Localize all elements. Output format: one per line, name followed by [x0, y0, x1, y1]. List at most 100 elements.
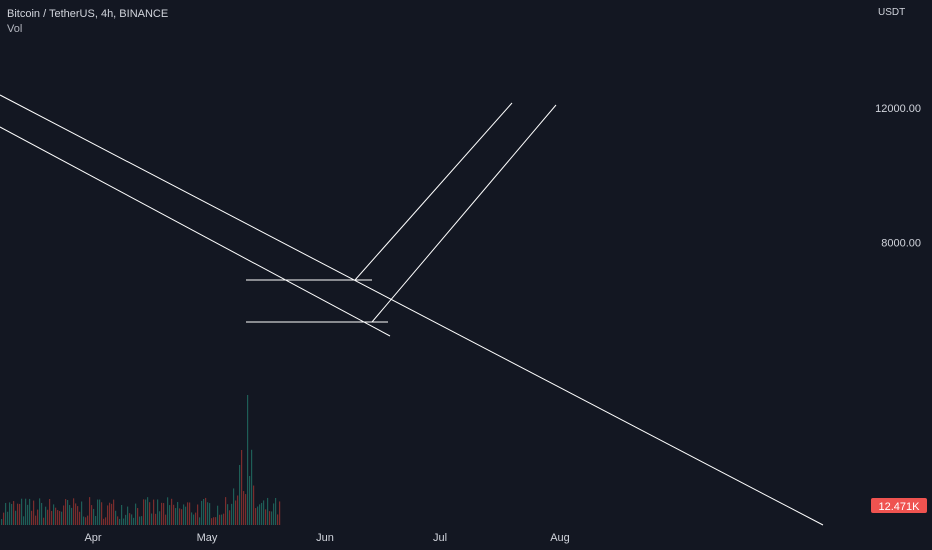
volume-bar	[195, 512, 197, 525]
volume-bar	[55, 507, 57, 525]
volume-bar	[183, 504, 185, 525]
volume-bar	[43, 517, 45, 525]
volume-bar	[115, 510, 117, 525]
volume-bar	[45, 506, 47, 525]
volume-bar	[249, 475, 251, 525]
volume-bar	[161, 502, 163, 525]
volume-bar	[265, 509, 267, 525]
volume-bar	[1, 518, 3, 525]
x-tick-label: Aug	[550, 532, 570, 544]
volume-bar	[207, 502, 209, 525]
volume-bar	[119, 518, 121, 525]
volume-bar	[41, 502, 43, 525]
volume-value-tag	[871, 498, 927, 513]
volume-bar	[275, 497, 277, 525]
volume-bar	[125, 514, 127, 525]
volume-bar	[279, 501, 281, 525]
volume-bar	[73, 498, 75, 525]
volume-bar	[137, 508, 139, 525]
volume-bar	[215, 517, 217, 525]
volume-bar	[257, 506, 259, 525]
volume-bar	[147, 497, 149, 525]
volume-bar	[117, 516, 119, 525]
volume-bar	[261, 502, 263, 525]
volume-bar	[221, 514, 223, 525]
x-tick-label: Apr	[84, 532, 101, 544]
volume-bar	[179, 508, 181, 525]
volume-bar	[111, 503, 113, 525]
volume-bar	[177, 502, 179, 525]
volume-bar	[103, 518, 105, 525]
volume-bar	[89, 497, 91, 525]
volume-bar	[159, 511, 161, 525]
volume-bar	[253, 485, 255, 525]
volume-bar	[223, 513, 225, 525]
volume-bar	[237, 495, 239, 525]
volume-bar	[105, 517, 107, 525]
volume-bar	[173, 504, 175, 525]
volume-bar	[189, 502, 191, 525]
volume-bar	[97, 499, 99, 525]
volume-bar	[123, 518, 125, 525]
volume-bar	[59, 510, 61, 525]
volume-bar	[267, 497, 269, 525]
volume-bar	[231, 503, 233, 525]
volume-bar	[155, 513, 157, 525]
y-tick-label: 12000.00	[875, 103, 921, 115]
price-unit-label: USDT	[878, 7, 906, 18]
volume-bar	[49, 499, 51, 525]
volume-bar	[133, 517, 135, 525]
volume-bar	[213, 517, 215, 525]
volume-bar	[131, 514, 133, 525]
x-tick-label: May	[197, 532, 218, 544]
volume-bar	[185, 506, 187, 525]
volume-bar	[99, 499, 101, 525]
volume-bar	[241, 450, 243, 525]
volume-bar	[243, 491, 245, 525]
volume-bar	[9, 502, 11, 525]
volume-bar	[239, 465, 241, 525]
volume-bar	[71, 507, 73, 525]
volume-bar	[203, 498, 205, 525]
volume-bar	[167, 497, 169, 525]
volume-bar	[93, 508, 95, 525]
volume-bar	[219, 514, 221, 525]
volume-bar	[233, 488, 235, 525]
volume-bar	[171, 498, 173, 525]
volume-bar	[197, 504, 199, 525]
volume-bar	[181, 509, 183, 525]
volume-bar	[169, 505, 171, 525]
volume-bar	[113, 499, 115, 525]
volume-bar	[53, 504, 55, 525]
volume-bar	[75, 503, 77, 525]
volume-bar	[51, 510, 53, 525]
volume-bar	[129, 513, 131, 525]
volume-bar	[83, 516, 85, 525]
volume-bar	[121, 504, 123, 525]
volume-bar	[27, 504, 29, 525]
volume-bar	[209, 503, 211, 525]
symbol-title: Bitcoin / TetherUS, 4h, BINANCE	[7, 8, 169, 20]
volume-bar	[69, 505, 71, 525]
volume-bar	[35, 515, 37, 525]
volume-bar	[67, 500, 69, 525]
volume-bar	[57, 510, 59, 525]
descending-trendline	[0, 94, 824, 526]
volume-indicator-label[interactable]: Vol	[7, 23, 23, 35]
volume-bar	[21, 498, 23, 525]
volume-bar	[63, 505, 65, 525]
volume-bar	[245, 494, 247, 525]
y-tick-label: 8000.00	[881, 237, 921, 249]
volume-bar	[19, 503, 21, 525]
volume-bar	[29, 498, 31, 525]
volume-bar	[3, 512, 5, 525]
volume-bar	[61, 511, 63, 525]
volume-bar	[141, 516, 143, 525]
volume-value-label: 12.471K	[879, 501, 921, 513]
projection-line-upper	[354, 102, 513, 281]
volume-bar	[95, 515, 97, 525]
volume-bar	[91, 505, 93, 525]
volume-bar	[79, 511, 81, 525]
volume-bar	[39, 498, 41, 525]
